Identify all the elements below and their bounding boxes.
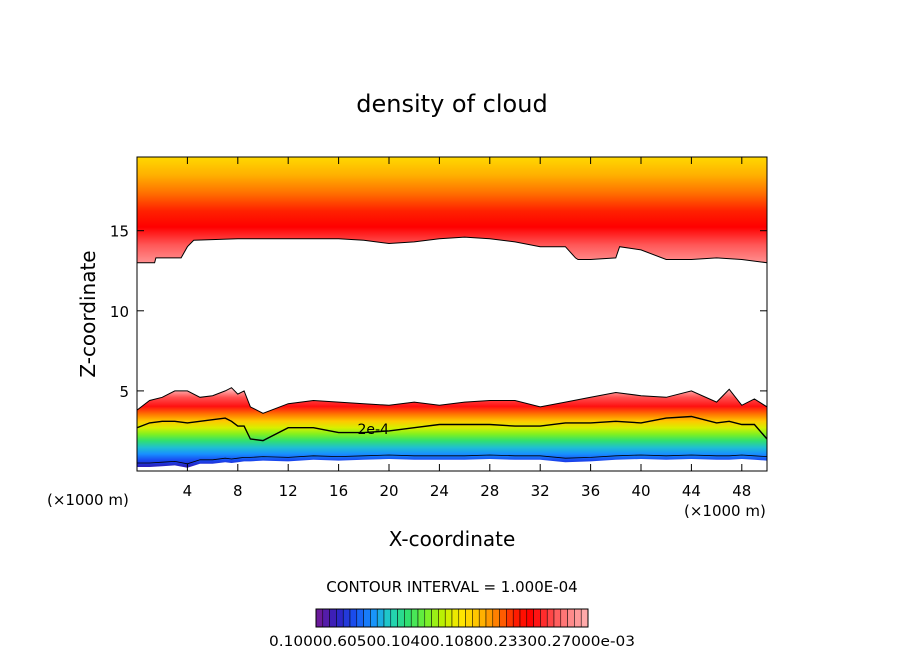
upper-cloud-layer	[137, 157, 767, 263]
x-tick-label-8: 8	[233, 482, 243, 500]
colorbar-swatch-12	[397, 608, 405, 628]
chart-title: density of cloud	[356, 90, 547, 118]
colorbar-swatch-28	[506, 608, 514, 628]
colorbar-swatch-8	[370, 608, 378, 628]
x-tick-label-40: 40	[631, 482, 650, 500]
colorbar-swatch-18	[438, 608, 446, 628]
colorbar-swatch-10	[383, 608, 392, 628]
colorbar-swatch-17	[431, 608, 439, 628]
contour-interval-text: CONTOUR INTERVAL = 1.000E-04	[326, 578, 577, 596]
colorbar-swatch-36	[560, 608, 568, 628]
colorbar-swatch-19	[444, 608, 453, 628]
colorbar-swatch-5	[349, 608, 358, 628]
colorbar	[315, 608, 589, 628]
colorbar-frame	[315, 608, 589, 628]
y-axis: 5 10 15	[110, 223, 767, 401]
colorbar-labels: 0.10000.60500.10400.10800.23300.27000e-0…	[269, 634, 635, 650]
lower-cloud-layer	[137, 387, 767, 468]
x-tick-label-48: 48	[732, 482, 751, 500]
colorbar-swatch-27	[499, 608, 507, 628]
lower-bottom-contour	[137, 454, 767, 465]
colorbar-swatch-21	[458, 608, 466, 628]
plot-frame	[136, 156, 768, 472]
colorbar-swatch-24	[478, 608, 487, 628]
x-tick-label-44: 44	[682, 482, 701, 500]
x-tick-label-24: 24	[430, 482, 449, 500]
colorbar-swatch-37	[567, 608, 575, 628]
x-axis: 4 8 12 16 20 24 28 32 36 40 44 48	[183, 157, 751, 500]
x-tick-label-4: 4	[183, 482, 193, 500]
colorbar-swatch-31	[526, 608, 534, 628]
colorbar-swatch-22	[465, 608, 473, 628]
colorbar-swatch-3	[336, 608, 344, 628]
colorbar-swatch-14	[410, 608, 419, 628]
colorbar-swatch-35	[553, 608, 562, 628]
x-tick-label-20: 20	[379, 482, 398, 500]
colorbar-swatch-38	[574, 608, 582, 628]
colorbar-swatch-15	[417, 608, 426, 628]
contour-label-0: 2e-4	[358, 422, 390, 438]
upper-boundary-contour	[137, 236, 767, 264]
x-tick-label-28: 28	[480, 482, 499, 500]
colorbar-swatch-1	[322, 608, 330, 628]
colorbar-swatch-30	[519, 608, 528, 628]
x-tick-label-12: 12	[279, 482, 298, 500]
x-tick-label-16: 16	[329, 482, 348, 500]
colorbar-swatch-32	[533, 608, 541, 628]
x-tick-label-36: 36	[581, 482, 600, 500]
colorbar-swatch-2	[329, 608, 337, 628]
lower-top-contour	[137, 387, 767, 414]
colorbar-swatch-26	[492, 608, 500, 628]
colorbar-swatch-7	[363, 608, 371, 628]
colorbar-swatch-20	[451, 608, 460, 628]
colorbar-swatch-4	[342, 608, 351, 628]
colorbar-swatch-6	[356, 608, 364, 628]
y-tick-label-10: 10	[110, 303, 129, 321]
x-unit-label-right: (×1000 m)	[684, 502, 766, 520]
x-tick-label-32: 32	[531, 482, 550, 500]
colorbar-swatch-39	[580, 608, 589, 628]
colorbar-swatch-23	[472, 608, 480, 628]
x-unit-label-left: (×1000 m)	[47, 491, 129, 509]
x-axis-label: X-coordinate	[389, 527, 516, 551]
colorbar-swatch-33	[540, 608, 548, 628]
colorbar-swatch-16	[424, 608, 432, 628]
colorbar-swatch-13	[404, 608, 412, 628]
y-tick-label-5: 5	[119, 383, 129, 401]
colorbar-swatch-0	[315, 608, 324, 628]
colorbar-swatch-25	[485, 608, 494, 628]
y-axis-label: Z-coordinate	[76, 250, 100, 377]
plot-area: 2e-4	[137, 157, 767, 468]
y-tick-label-15: 15	[110, 223, 129, 241]
contour-2e-4-line	[137, 415, 767, 442]
colorbar-swatch-34	[546, 608, 555, 628]
colorbar-swatch-11	[390, 608, 398, 628]
colorbar-swatch-29	[512, 608, 521, 628]
colorbar-swatch-9	[376, 608, 385, 628]
